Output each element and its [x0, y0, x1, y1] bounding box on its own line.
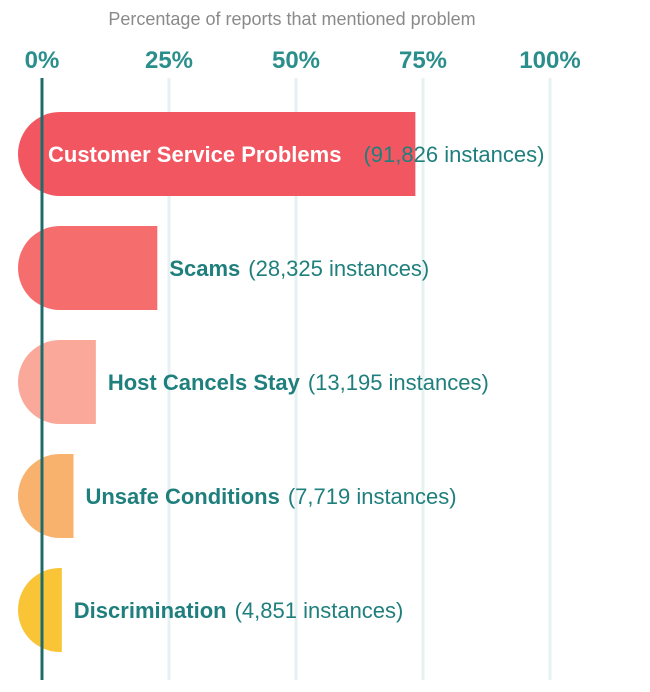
bar-label: Discrimination (4,851 instances) [74, 598, 404, 623]
category-label: Unsafe Conditions [85, 484, 279, 509]
bar [18, 454, 74, 538]
x-tick-label: 50% [272, 47, 320, 74]
bar [18, 568, 62, 652]
x-tick-label: 100% [519, 47, 580, 74]
category-label: Scams [169, 256, 240, 281]
instances-annotation: (4,851 instances) [235, 598, 404, 623]
x-tick-label: 75% [399, 47, 447, 74]
bar [18, 112, 416, 196]
instances-annotation: (28,325 instances) [248, 256, 429, 281]
instances-annotation: (91,826 instances) [363, 142, 544, 167]
x-tick-label: 25% [145, 47, 193, 74]
bar-labels: Customer Service Problems (91,826 instanc… [48, 142, 544, 623]
chart-subtitle: Percentage of reports that mentioned pro… [108, 9, 475, 29]
bar-label: Scams (28,325 instances) [169, 256, 429, 281]
bar-label: Host Cancels Stay (13,195 instances) [108, 370, 489, 395]
bar-label: Customer Service Problems (91,826 instanc… [48, 142, 544, 167]
category-label: Customer Service Problems [48, 142, 341, 167]
bar [18, 226, 158, 310]
bars [18, 112, 416, 652]
category-label: Discrimination [74, 598, 227, 623]
instances-annotation: (13,195 instances) [308, 370, 489, 395]
bar [18, 340, 96, 424]
instances-annotation: (7,719 instances) [288, 484, 457, 509]
category-label: Host Cancels Stay [108, 370, 301, 395]
x-tick-labels: 0% 25% 50% 75% 100% [25, 47, 581, 74]
bar-label: Unsafe Conditions (7,719 instances) [85, 484, 456, 509]
x-tick-label: 0% [25, 47, 60, 74]
